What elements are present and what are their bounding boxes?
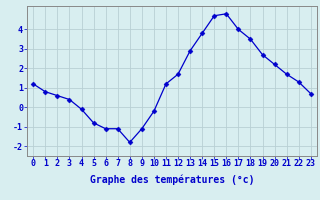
X-axis label: Graphe des températures (°c): Graphe des températures (°c) [90, 174, 254, 185]
